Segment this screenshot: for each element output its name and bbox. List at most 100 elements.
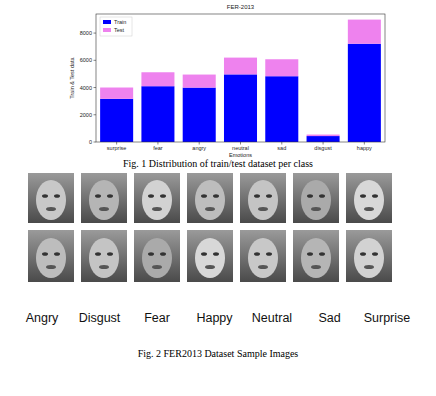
image-bg <box>134 173 180 223</box>
image-label: Happy <box>196 311 233 325</box>
image-label: Sad <box>318 311 340 325</box>
mouth <box>152 265 162 269</box>
face-image <box>187 230 233 282</box>
eye <box>213 194 219 198</box>
image-bg <box>293 173 339 223</box>
mouth <box>205 207 215 211</box>
face <box>354 180 384 220</box>
y-tick-label: 4000 <box>80 85 92 91</box>
bar <box>307 136 340 142</box>
eye <box>307 194 313 198</box>
eye <box>319 194 325 198</box>
eye <box>148 194 154 198</box>
figure-caption: Fig. 2 FER2013 Dataset Sample Images <box>138 348 299 359</box>
eye <box>201 194 207 198</box>
face-image <box>28 173 74 223</box>
image-label: Neutral <box>252 311 292 325</box>
image-label: Surprise <box>364 311 411 325</box>
eye <box>54 252 60 256</box>
eye <box>148 252 154 256</box>
image-label: Disgust <box>79 311 121 325</box>
eye <box>254 194 260 198</box>
bar <box>348 20 381 44</box>
eye <box>95 194 101 198</box>
eye <box>201 252 207 256</box>
page: FER-2013 0 2000 4000 6000 8000 surprise fear ang… <box>0 0 436 396</box>
face <box>89 238 119 278</box>
mouth <box>258 265 268 269</box>
face-image <box>293 173 339 223</box>
legend-label: Test <box>114 27 125 33</box>
legend-box <box>100 17 132 36</box>
eye <box>254 252 260 256</box>
mouth <box>205 265 215 269</box>
image-bg <box>134 230 180 282</box>
image-bg <box>346 173 392 223</box>
y-tick-label: 6000 <box>80 57 92 63</box>
image-bg <box>81 230 127 282</box>
mouth <box>311 207 321 211</box>
face-image <box>81 230 127 282</box>
image-label: Angry <box>26 311 59 325</box>
face-image <box>240 173 286 223</box>
x-tick-label: sad <box>277 145 286 151</box>
y-tick <box>94 142 97 143</box>
figure-caption: Fig. 1 Distribution of train/test datase… <box>123 158 313 169</box>
y-tick <box>94 60 97 61</box>
bar <box>307 135 340 137</box>
eye <box>95 252 101 256</box>
x-tick-label: angry <box>192 145 206 151</box>
bar <box>183 75 216 88</box>
bar <box>348 44 381 142</box>
image-bg <box>240 173 286 223</box>
y-tick-label: 0 <box>89 139 92 145</box>
image-bg <box>187 173 233 223</box>
image-bg <box>28 173 74 223</box>
legend: TrainTest <box>100 17 132 36</box>
face-image <box>187 173 233 223</box>
eye <box>107 252 113 256</box>
image-label: Fear <box>144 311 170 325</box>
face <box>142 238 172 278</box>
eye <box>360 252 366 256</box>
eye <box>54 194 60 198</box>
face <box>248 180 278 220</box>
x-tick-label: surprise <box>107 145 127 151</box>
eye <box>107 194 113 198</box>
bars <box>100 20 381 142</box>
mouth <box>46 265 56 269</box>
mouth <box>46 207 56 211</box>
face-image <box>134 173 180 223</box>
image-bg <box>240 230 286 282</box>
chart-title: FER-2013 <box>227 4 255 10</box>
eye <box>160 252 166 256</box>
face <box>195 180 225 220</box>
bar <box>265 59 298 76</box>
face <box>36 238 66 278</box>
mouth <box>364 207 374 211</box>
bar <box>141 86 174 142</box>
face-image <box>240 230 286 282</box>
bar <box>100 99 133 142</box>
mouth <box>152 207 162 211</box>
y-tick <box>94 87 97 88</box>
face <box>142 180 172 220</box>
face <box>301 238 331 278</box>
y-axis-title: Train & Test data <box>69 56 75 98</box>
x-tick-label: fear <box>153 145 163 151</box>
mouth <box>311 265 321 269</box>
face-image <box>81 173 127 223</box>
legend-swatch <box>103 28 111 32</box>
face <box>89 180 119 220</box>
mouth <box>99 265 109 269</box>
y-tick-label: 8000 <box>80 30 92 36</box>
eye <box>360 194 366 198</box>
x-tick-label: disgust <box>314 145 332 151</box>
bar <box>265 76 298 142</box>
bar <box>224 74 257 142</box>
face <box>301 180 331 220</box>
y-tick-label: 2000 <box>80 112 92 118</box>
y-tick <box>94 33 97 34</box>
bar <box>183 88 216 142</box>
x-tick-label: neutral <box>232 145 249 151</box>
